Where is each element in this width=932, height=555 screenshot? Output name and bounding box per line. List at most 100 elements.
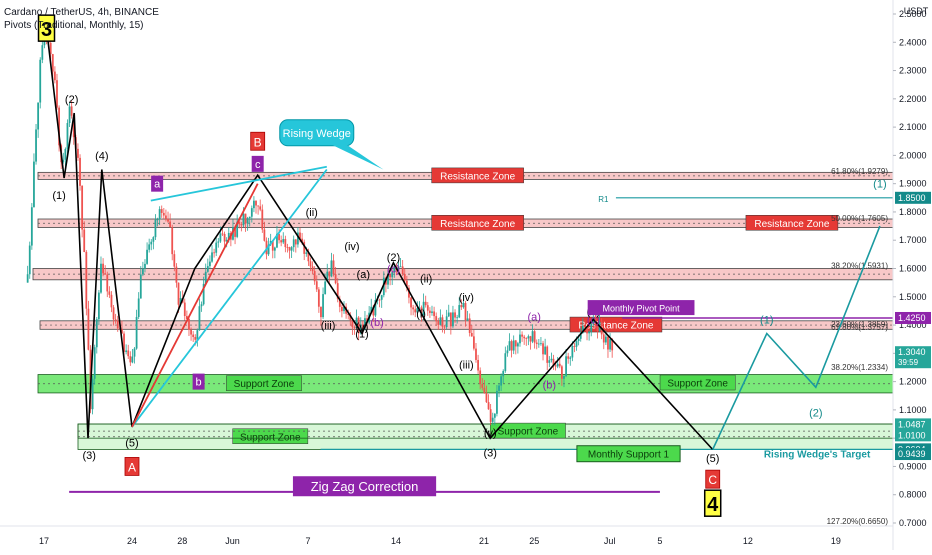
candle-body (280, 240, 283, 243)
candle-body (590, 323, 593, 332)
wave-label: (a) (357, 269, 370, 281)
zone-label-box (745, 215, 839, 231)
x-tick-label: Jul (604, 536, 616, 546)
candle-body (261, 209, 264, 230)
symbol-title[interactable]: Cardano / TetherUS, 4h, BINANCE (4, 7, 159, 18)
candle-body (156, 219, 159, 221)
candle-body (449, 312, 452, 327)
candle-body (238, 221, 241, 225)
candle-body (39, 59, 42, 103)
candle-body (127, 350, 130, 357)
candle-body (558, 363, 561, 367)
candle-body (326, 271, 329, 282)
candle-body (556, 363, 559, 367)
candle-body (399, 266, 402, 268)
y-tick-label: 0.7000 (899, 518, 927, 528)
candle-body (571, 345, 574, 358)
candle-body (573, 345, 576, 347)
candle-body (112, 307, 115, 320)
candle-body (100, 263, 102, 293)
candle-body (370, 306, 373, 313)
wave-label: R1 (598, 195, 609, 204)
candle-body (141, 268, 144, 275)
candle-body (313, 271, 316, 282)
candle-body (135, 317, 138, 349)
candle-body (51, 54, 54, 72)
price-axis-tag-label: 1.4250 (898, 313, 926, 323)
candle-body (144, 263, 146, 269)
candle-body (502, 370, 505, 377)
candle-body (466, 318, 469, 321)
projection-path (711, 225, 881, 450)
candle-body (234, 227, 236, 237)
candle-body (391, 272, 394, 278)
candle-body (278, 233, 280, 241)
candle-body (257, 205, 260, 207)
indicator-title[interactable]: Pivots (Traditional, Monthly, 15) (4, 20, 144, 31)
candle-body (567, 356, 570, 359)
wave-box (124, 457, 140, 476)
candle-body (548, 360, 551, 363)
wave-label: (v) (356, 321, 369, 333)
candle-body (397, 266, 400, 270)
candle-body (167, 218, 169, 222)
candle-body (56, 80, 58, 108)
annotation-label: Monthly Support 1 (588, 450, 670, 461)
candle-body (533, 331, 536, 343)
candle-body (267, 244, 270, 255)
candle-body (546, 346, 549, 363)
candle-body (139, 274, 142, 299)
candle-body (158, 209, 161, 220)
candle-body (273, 247, 276, 251)
candle-body (445, 316, 448, 328)
candle-body (173, 254, 176, 267)
candle-body (496, 390, 498, 414)
candle-body (351, 320, 354, 328)
candle-body (575, 341, 578, 347)
candle-body (487, 402, 490, 410)
wave-label: (ii) (420, 273, 432, 285)
zone-label: Resistance Zone (440, 219, 515, 230)
candle-body (387, 273, 389, 285)
candle-body (290, 247, 293, 251)
candle-body (361, 324, 364, 329)
candle-body (468, 318, 471, 333)
zone-label: Support Zone (498, 427, 559, 438)
candle-body (426, 305, 429, 311)
y-tick-label: 0.9000 (899, 461, 927, 471)
candle-body (527, 336, 530, 339)
wave-label: (b) (543, 379, 556, 391)
wave-label: (a) (528, 312, 541, 324)
candle-body (125, 350, 128, 353)
candle-body (121, 329, 123, 334)
candle-body (148, 244, 151, 250)
wave-box (705, 469, 721, 489)
wave-label: (3) (83, 450, 96, 462)
candle-body (91, 378, 94, 410)
y-tick-label: 2.2000 (899, 94, 927, 104)
candle-body (437, 321, 440, 325)
candle-body (292, 239, 295, 248)
wave-label: (i) (416, 309, 426, 321)
candle-body (299, 232, 301, 239)
candle-body (137, 298, 140, 318)
candle-body (26, 274, 29, 283)
candle-body (420, 307, 423, 316)
candle-body (498, 385, 500, 391)
candle-body (320, 306, 322, 318)
candle-body (418, 307, 421, 309)
candle-body (475, 348, 477, 360)
candle-body (408, 287, 410, 298)
price-axis-tag (895, 448, 931, 461)
candle-body (581, 325, 584, 334)
candle-body (284, 239, 287, 248)
candle-body (586, 327, 588, 334)
elliott-wave-path (45, 28, 714, 451)
candle-body (447, 312, 450, 317)
candle-body (596, 322, 599, 332)
wedge-lower-line (131, 168, 328, 428)
candle-body (93, 347, 96, 379)
candle-body (185, 316, 188, 319)
price-axis-tag-label: 0.9439 (898, 449, 926, 459)
